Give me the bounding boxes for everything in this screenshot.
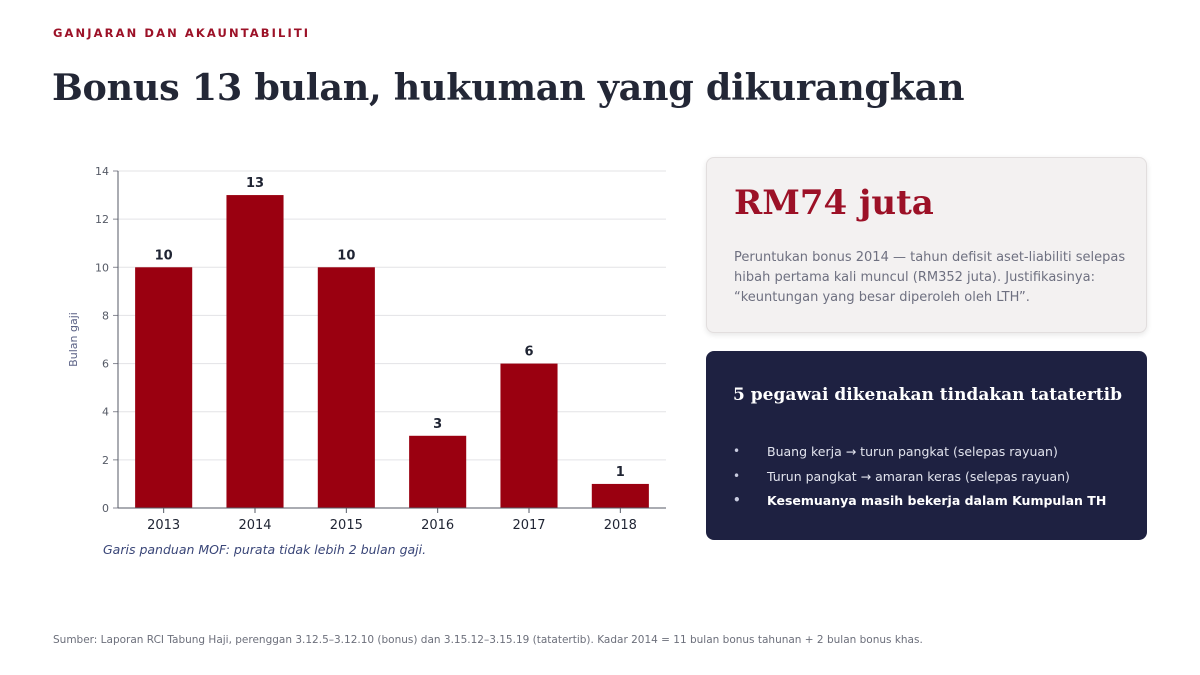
bonus-stat-card: RM74 juta Peruntukan bonus 2014 — tahun … <box>706 157 1147 333</box>
section-eyebrow: GANJARAN DAN AKAUNTABILITI <box>53 26 311 40</box>
bullet-icon: • <box>733 444 741 458</box>
y-tick-label: 10 <box>95 261 109 274</box>
bullet-icon: • <box>733 468 741 483</box>
stat-value: RM74 juta <box>734 183 934 223</box>
list-item-text: Turun pangkat → amaran keras (selepas ra… <box>767 468 1070 484</box>
y-tick-label: 8 <box>102 309 109 322</box>
bar <box>500 363 558 508</box>
list-item: • Kesemuanya masih bekerja dalam Kumpulan… <box>733 492 1133 517</box>
y-tick-label: 14 <box>95 165 109 178</box>
bonus-bar-chart: 0 2 4 6 8 10 12 14 Bulan gaji 10 2013 13 2014 10 2015 3… <box>67 165 666 533</box>
discipline-card: 5 pegawai dikenakan tindakan tatatertib … <box>706 351 1147 540</box>
list-item: • Turun pangkat → amaran keras (selepas r… <box>733 468 1133 493</box>
page-title: Bonus 13 bulan, hukuman yang dikurangkan <box>52 66 965 109</box>
x-tick-label: 2015 <box>330 518 363 533</box>
x-tick-label: 2013 <box>147 518 180 533</box>
y-tick-label: 6 <box>102 358 109 371</box>
bar-value-label: 13 <box>246 176 264 191</box>
list-item-text: Buang kerja → turun pangkat (selepas ray… <box>767 444 1058 459</box>
bar-value-label: 1 <box>616 465 625 480</box>
discipline-title: 5 pegawai dikenakan tindakan tatatertib <box>733 385 1122 405</box>
x-tick-label: 2017 <box>512 518 545 533</box>
list-item: • Buang kerja → turun pangkat (selepas ra… <box>733 443 1133 468</box>
bar <box>317 267 375 508</box>
source-note: Sumber: Laporan RCI Tabung Haji, perengg… <box>53 634 923 646</box>
bullet-icon: • <box>733 493 741 507</box>
bar-value-label: 3 <box>433 417 442 432</box>
bar <box>135 267 193 508</box>
bar <box>591 483 649 508</box>
y-tick-label: 12 <box>95 213 109 226</box>
y-tick-label: 2 <box>102 454 109 467</box>
bar <box>409 435 467 508</box>
discipline-list: • Buang kerja → turun pangkat (selepas ra… <box>733 443 1133 517</box>
chart-note: Garis panduan MOF: purata tidak lebih 2 … <box>103 542 427 557</box>
y-tick-label: 0 <box>102 502 109 515</box>
bar-value-label: 10 <box>155 248 173 263</box>
bar-value-label: 10 <box>337 248 355 263</box>
bar-value-label: 6 <box>524 345 533 360</box>
stat-description: Peruntukan bonus 2014 — tahun defisit as… <box>734 250 1126 305</box>
y-tick-label: 4 <box>102 406 109 419</box>
x-tick-label: 2018 <box>604 518 637 533</box>
y-axis-label: Bulan gaji <box>67 312 80 367</box>
bar <box>226 195 284 509</box>
x-tick-label: 2014 <box>238 518 271 533</box>
x-tick-label: 2016 <box>421 518 454 533</box>
list-item-text: Kesemuanya masih bekerja dalam Kumpulan … <box>767 493 1107 508</box>
